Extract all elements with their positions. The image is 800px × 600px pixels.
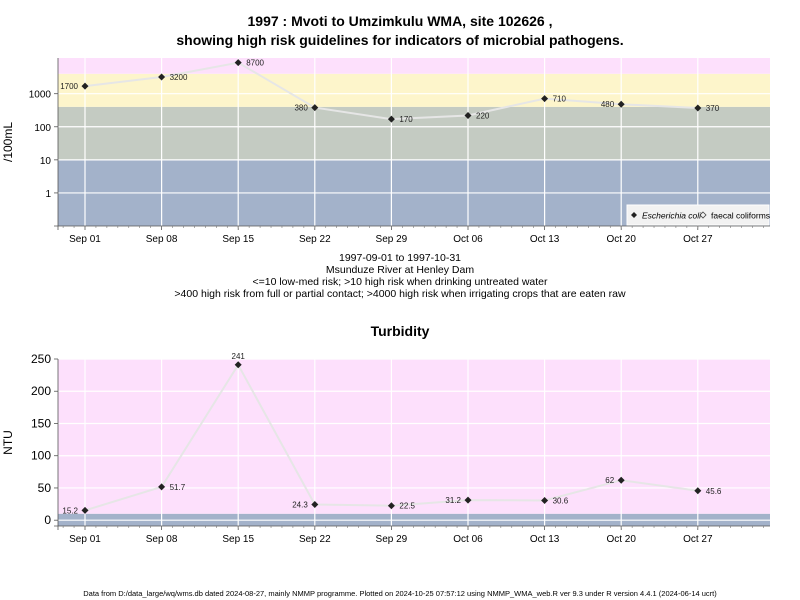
y-tick-label: 250 <box>31 352 51 366</box>
data-label: 380 <box>294 104 308 113</box>
legend-label-ecoli: Escherichia coli <box>642 211 702 221</box>
data-label: 51.7 <box>170 483 186 492</box>
x-tick-label: Oct 13 <box>530 234 560 245</box>
data-label: 710 <box>553 95 567 104</box>
data-point <box>617 476 625 484</box>
legend-marker-faecal <box>699 211 707 219</box>
x-tick-label: Oct 06 <box>453 534 483 545</box>
data-point <box>158 483 166 491</box>
data-label: 30.6 <box>553 496 569 505</box>
x-tick-label: Sep 29 <box>376 534 408 545</box>
data-label: 241 <box>232 352 246 361</box>
x-tick-label: Oct 20 <box>606 234 636 245</box>
data-point <box>158 73 166 81</box>
x-tick-label: Oct 27 <box>683 234 713 245</box>
data-point <box>81 82 89 90</box>
x-tick-label: Sep 01 <box>69 234 101 245</box>
x-tick-label: Sep 15 <box>222 534 254 545</box>
data-label: 3200 <box>170 73 188 82</box>
chart1-title-line2: showing high risk guidelines for indicat… <box>176 32 624 48</box>
risk-band <box>58 106 770 160</box>
y-tick-label: 0 <box>44 513 51 527</box>
data-label: 15.2 <box>62 506 78 515</box>
data-label: 1700 <box>60 82 78 91</box>
data-point <box>694 487 702 495</box>
chart2-title: Turbidity <box>370 323 430 339</box>
turbidity-chart: 0 50 100 150 200 250 Sep 01 Sep 08 Sep 15 Sep 22 S… <box>1 352 770 545</box>
data-label: 31.2 <box>445 496 461 505</box>
chart1-caption-period: 1997-09-01 to 1997-10-31 <box>338 252 461 264</box>
legend-label-faecal: faecal coliforms <box>711 211 770 221</box>
chart1-caption-site: Msunduze River at Henley Dam <box>325 264 475 276</box>
risk-band <box>58 359 770 514</box>
legend-marker-ecoli <box>631 212 637 218</box>
legend: Escherichia coli faecal coliforms <box>626 204 770 226</box>
data-point <box>234 59 242 67</box>
data-point <box>464 111 472 119</box>
x-tick-label: Oct 20 <box>606 534 636 545</box>
data-label: 62 <box>605 476 614 485</box>
data-label: 220 <box>476 111 490 120</box>
y-axis-label: /100mL <box>1 122 15 162</box>
y-tick-label: 1000 <box>29 90 52 101</box>
data-point <box>311 501 319 509</box>
y-tick-label: 100 <box>31 449 51 463</box>
data-point <box>387 502 395 510</box>
y-tick-label: 150 <box>31 416 51 430</box>
x-tick-label: Sep 15 <box>222 234 254 245</box>
data-label: 8700 <box>246 59 264 68</box>
data-point <box>311 104 319 112</box>
chart1-caption-drinking-risk: <=10 low-med risk; >10 high risk when dr… <box>252 276 548 288</box>
x-tick-label: Oct 27 <box>683 534 713 545</box>
y-tick-label: 1 <box>45 189 51 200</box>
chart1-caption-contact-risk: >400 high risk from full or partial cont… <box>174 288 626 300</box>
data-label: 170 <box>399 115 413 124</box>
y-tick-label: 50 <box>38 481 52 495</box>
data-point <box>541 95 549 103</box>
legend-box <box>626 204 770 226</box>
x-tick-label: Sep 08 <box>146 234 178 245</box>
y-tick-label: 10 <box>40 156 52 167</box>
y-tick-label: 100 <box>34 123 51 134</box>
risk-band <box>58 58 770 74</box>
footer-note: Data from D:/data_large/wq/wms.db dated … <box>83 589 717 598</box>
data-point <box>81 506 89 514</box>
x-tick-label: Sep 29 <box>376 234 408 245</box>
x-tick-label: Sep 22 <box>299 234 331 245</box>
data-label: 370 <box>706 104 720 113</box>
data-point <box>234 361 242 369</box>
data-point <box>541 496 549 504</box>
data-label: 45.6 <box>706 487 722 496</box>
data-label: 480 <box>601 100 615 109</box>
data-point <box>387 115 395 123</box>
y-axis-label: NTU <box>1 430 15 455</box>
x-tick-label: Oct 13 <box>530 534 560 545</box>
ecoli-chart: 1 10 100 1000 Sep 01 Sep 08 Sep 15 Sep 22 Sep 29… <box>1 58 770 245</box>
data-point <box>464 496 472 504</box>
chart1-title-line1: 1997 : Mvoti to Umzimkulu WMA, site 1026… <box>247 13 553 29</box>
x-tick-label: Sep 01 <box>69 534 101 545</box>
risk-band <box>58 73 770 107</box>
data-label: 22.5 <box>399 502 415 511</box>
x-tick-label: Sep 08 <box>146 534 178 545</box>
y-tick-label: 200 <box>31 384 51 398</box>
data-label: 24.3 <box>292 501 308 510</box>
x-tick-label: Sep 22 <box>299 534 331 545</box>
x-tick-label: Oct 06 <box>453 234 483 245</box>
data-point <box>617 100 625 108</box>
data-point <box>694 104 702 112</box>
